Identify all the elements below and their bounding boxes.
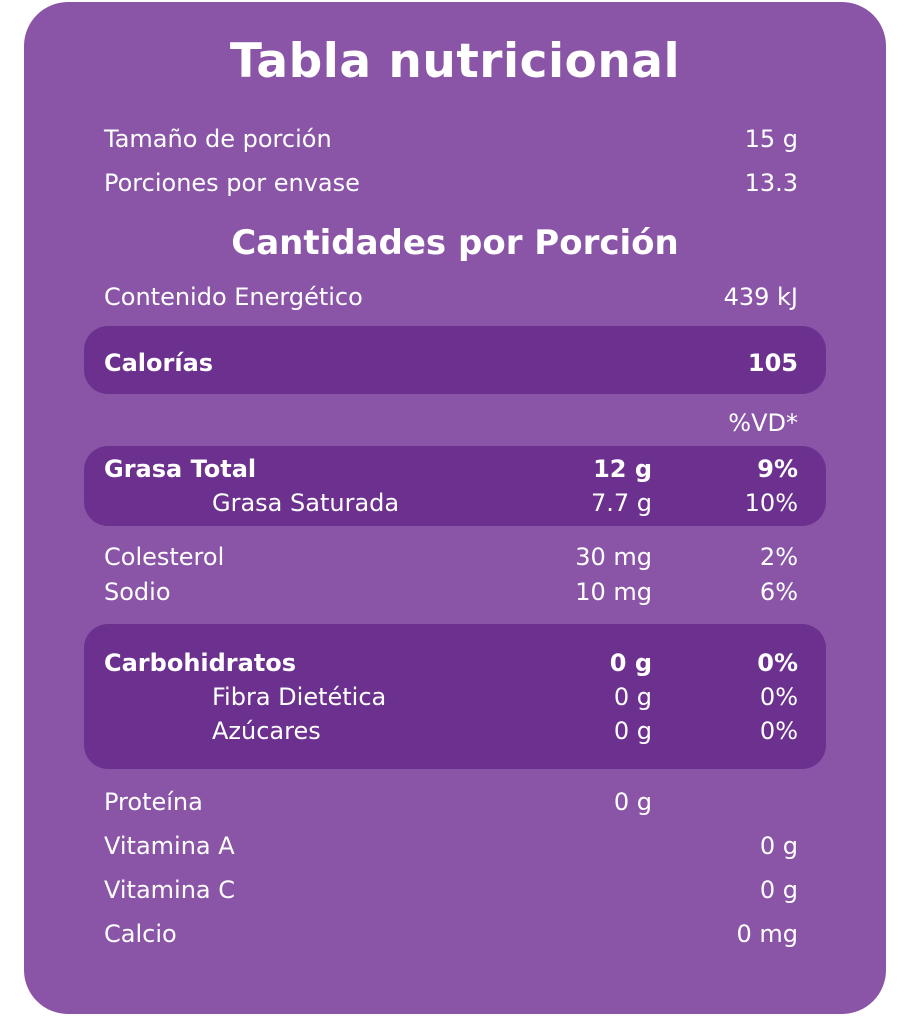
servings-per-container-label: Porciones por envase: [104, 169, 360, 197]
cholesterol-label: Colesterol: [104, 543, 225, 571]
total-fat-amount: 12 g: [593, 455, 652, 483]
sodium-row: Sodio 10 mg 6%: [104, 575, 798, 609]
vitamin-c-row: Vitamina C 0 g: [104, 873, 798, 907]
carbs-label: Carbohidratos: [104, 649, 297, 677]
servings-per-container-row: Porciones por envase 13.3: [104, 166, 798, 200]
energy-row: Contenido Energético 439 kJ: [104, 280, 798, 314]
cholesterol-amount: 30 mg: [575, 543, 652, 571]
calories-value: 105: [747, 349, 798, 377]
total-fat-dv: 9%: [757, 455, 798, 483]
fiber-label: Fibra Dietética: [212, 683, 387, 711]
sugars-label: Azúcares: [212, 717, 321, 745]
protein-label: Proteína: [104, 788, 203, 816]
vitamin-c-label: Vitamina C: [104, 876, 236, 904]
carbs-band: [84, 624, 826, 769]
calories-label: Calorías: [104, 349, 214, 377]
vitamin-a-value: 0 g: [759, 832, 798, 860]
saturated-fat-row: Grasa Saturada 7.7 g 10%: [104, 486, 798, 520]
calcium-value: 0 mg: [736, 920, 798, 948]
calories-row: Calorías 105: [104, 346, 798, 380]
energy-value: 439 kJ: [723, 283, 798, 311]
calcium-label: Calcio: [104, 920, 177, 948]
protein-row: Proteína 0 g: [104, 785, 798, 819]
nutrition-table-card: Tabla nutricional Tamaño de porción 15 g…: [24, 2, 886, 1014]
page-title: Tabla nutricional: [229, 34, 681, 89]
sugars-row: Azúcares 0 g 0%: [104, 714, 798, 748]
saturated-fat-dv: 10%: [744, 489, 798, 517]
fiber-amount: 0 g: [613, 683, 652, 711]
total-fat-label: Grasa Total: [104, 455, 257, 483]
sodium-amount: 10 mg: [575, 578, 652, 606]
vitamin-a-row: Vitamina A 0 g: [104, 829, 798, 863]
servings-per-container-value: 13.3: [744, 169, 798, 197]
calcium-row: Calcio 0 mg: [104, 917, 798, 951]
fat-band: [84, 446, 826, 526]
energy-label: Contenido Energético: [104, 283, 363, 311]
dv-header: %VD*: [728, 409, 798, 437]
sodium-label: Sodio: [104, 578, 171, 606]
fiber-row: Fibra Dietética 0 g 0%: [104, 680, 798, 714]
cholesterol-row: Colesterol 30 mg 2%: [104, 540, 798, 574]
cholesterol-dv: 2%: [759, 543, 798, 571]
fiber-dv: 0%: [759, 683, 798, 711]
calories-band: [84, 326, 826, 394]
vitamin-c-value: 0 g: [759, 876, 798, 904]
sugars-amount: 0 g: [613, 717, 652, 745]
sodium-dv: 6%: [759, 578, 798, 606]
section-title: Cantidades por Porción: [231, 223, 679, 263]
vitamin-a-label: Vitamina A: [104, 832, 235, 860]
sugars-dv: 0%: [759, 717, 798, 745]
serving-size-label: Tamaño de porción: [104, 125, 332, 153]
serving-size-value: 15 g: [744, 125, 798, 153]
carbs-dv: 0%: [757, 649, 798, 677]
protein-amount: 0 g: [613, 788, 652, 816]
saturated-fat-amount: 7.7 g: [590, 489, 652, 517]
carbs-amount: 0 g: [609, 649, 652, 677]
saturated-fat-label: Grasa Saturada: [212, 489, 400, 517]
dv-header-row: %VD*: [104, 406, 798, 440]
serving-size-row: Tamaño de porción 15 g: [104, 122, 798, 156]
total-fat-row: Grasa Total 12 g 9%: [104, 452, 798, 486]
carbs-row: Carbohidratos 0 g 0%: [104, 646, 798, 680]
